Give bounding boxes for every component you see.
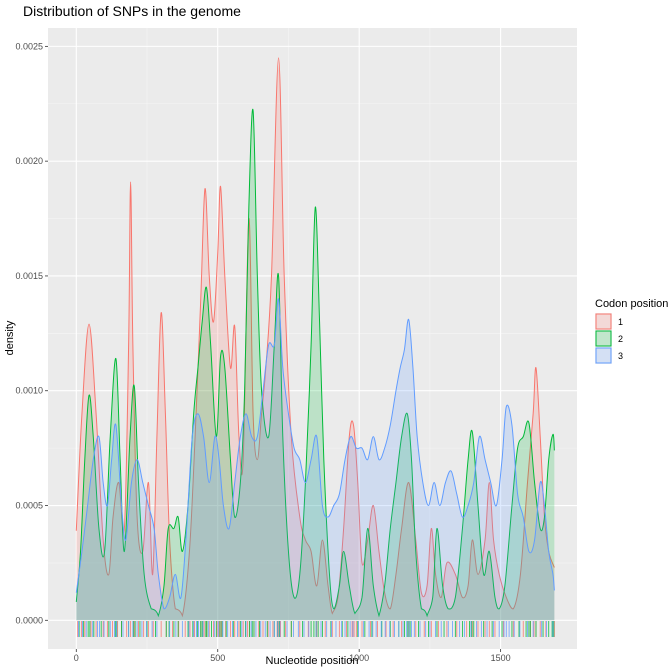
y-axis-ticks: 0.0000 0.0005 0.0010 0.0015 0.0020 0.0025 (15, 41, 48, 625)
density-fill-series-3 (76, 298, 555, 621)
density-line-series-1 (75, 57, 555, 618)
grid-lines (48, 28, 577, 649)
legend-key-series-2 (595, 330, 612, 347)
y-tick-label: 0.0025 (15, 41, 43, 51)
legend-key-series-3 (595, 347, 612, 364)
legend: Codon position 1 2 3 (595, 298, 668, 364)
legend-label-series-2: 2 (618, 334, 623, 344)
density-fill-series-1 (76, 57, 555, 621)
x-tick-label: 1500 (491, 653, 511, 663)
x-tick-label: 0 (74, 653, 79, 663)
legend-title: Codon position (595, 298, 668, 310)
legend-label-series-3: 3 (618, 351, 623, 361)
x-tick-label: 500 (210, 653, 225, 663)
plot-panel (48, 28, 577, 649)
y-tick-label: 0.0015 (15, 271, 43, 281)
density-line-series-2 (75, 108, 555, 618)
x-tick-label: 1000 (349, 653, 369, 663)
legend-key-bg (595, 330, 612, 347)
y-axis-label: density (4, 320, 16, 355)
legend-key-bg (595, 347, 612, 364)
chart-title: Distribution of SNPs in the genome (23, 3, 241, 19)
legend-key-series-1 (595, 313, 612, 330)
legend-key-bg (595, 313, 612, 330)
y-tick-label: 0.0005 (15, 501, 43, 511)
y-tick-label: 0.0000 (15, 615, 43, 625)
rug-marks (77, 621, 555, 637)
density-line-series-3 (75, 298, 555, 610)
x-axis-ticks: 0 500 1000 1500 (74, 649, 511, 663)
y-tick-label: 0.0010 (15, 386, 43, 396)
density-areas (75, 57, 555, 621)
y-tick-label: 0.0020 (15, 156, 43, 166)
legend-label-series-1: 1 (618, 317, 623, 327)
density-fill-series-2 (76, 109, 555, 621)
x-axis-label: Nucleotide position (266, 655, 359, 667)
